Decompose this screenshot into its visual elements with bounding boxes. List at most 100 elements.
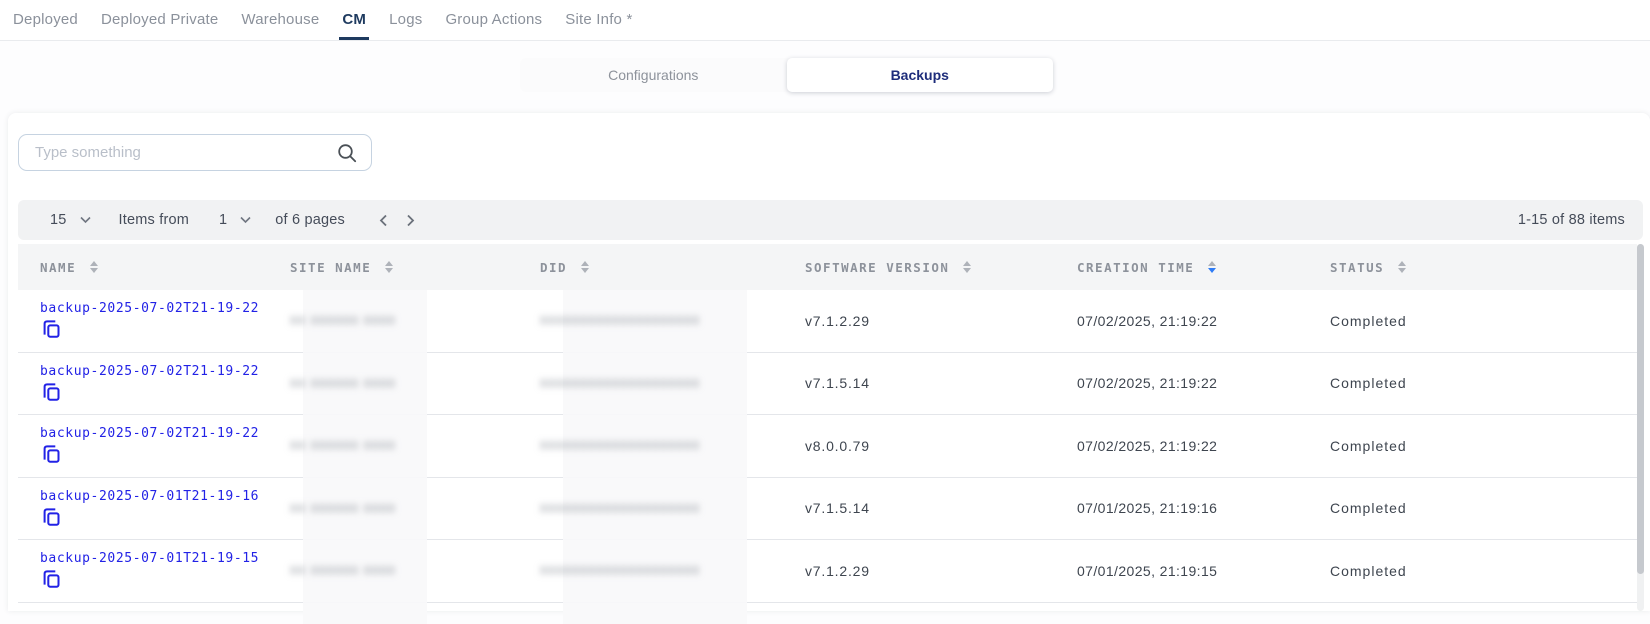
status-cell: Completed (1308, 375, 1637, 391)
column-header-did[interactable]: DID (518, 260, 783, 275)
status-cell: Completed (1308, 438, 1637, 454)
content-card: 15 Items from 1 of 6 pages 1-15 of 88 it… (8, 113, 1650, 624)
column-header-label: CREATION TIME (1077, 259, 1195, 275)
software-version: v7.1.5.14 (805, 500, 870, 517)
nav-item-logs[interactable]: Logs (389, 10, 423, 28)
column-header-software-version[interactable]: SOFTWARE VERSION (783, 260, 1055, 275)
status-text: Completed (1330, 500, 1407, 517)
name-cell: backup-2025-07-01T21-19-15 (18, 540, 268, 593)
redacted-site-name: xx xxxxxx xxxx (290, 498, 396, 515)
redacted-site-name: xx xxxxxx xxxx (290, 373, 396, 390)
creation-time: 07/02/2025, 21:19:22 (1077, 375, 1218, 392)
table-header: NAME SITE NAME DID SOFTWARE VERSION CREA… (18, 244, 1637, 290)
nav-item-site-info[interactable]: Site Info * (565, 10, 633, 28)
redacted-did: xxxxxxxxxxxxxxxxxxxx (540, 561, 700, 578)
creation-time: 07/01/2025, 21:19:16 (1077, 500, 1218, 517)
did-cell: xxxxxxxxxxxxxxxxxxxx (518, 561, 783, 580)
nav-item-group-actions[interactable]: Group Actions (445, 10, 543, 28)
subtabs: Configurations Backups (520, 58, 1053, 92)
creation-time: 07/01/2025, 21:19:15 (1077, 562, 1218, 579)
page-value: 1 (219, 212, 228, 228)
redacted-did: xxxxxxxxxxxxxxxxxxxx (540, 373, 700, 390)
table-scrollbar-track[interactable] (1637, 244, 1644, 611)
table-scrollbar-thumb[interactable] (1637, 244, 1644, 574)
creation-time: 07/02/2025, 21:19:22 (1077, 312, 1218, 329)
backup-name-link[interactable]: backup-2025-07-02T21-19-22 (40, 301, 260, 316)
software-version-cell: v7.1.2.29 (783, 563, 1055, 579)
redacted-did: xxxxxxxxxxxxxxxxxxxx (540, 436, 700, 453)
software-version-cell: v7.1.2.29 (783, 313, 1055, 329)
sort-icon (385, 261, 394, 273)
redacted-did: xxxxxxxxxxxxxxxxxxxx (540, 311, 700, 328)
software-version: v8.0.0.79 (805, 437, 870, 454)
name-cell: backup-2025-07-02T21-19-22 (18, 415, 268, 468)
redacted-site-name: xx xxxxxx xxxx (290, 561, 396, 578)
backup-name-link[interactable]: backup-2025-07-01T21-19-15 (40, 551, 260, 566)
search-icon[interactable] (336, 142, 358, 164)
creation-time-cell: 07/01/2025, 21:19:15 (1055, 563, 1308, 579)
did-cell: xxxxxxxxxxxxxxxxxxxx (518, 499, 783, 518)
software-version-cell: v7.1.5.14 (783, 375, 1055, 391)
site-name-cell: xx xxxxxx xxxx (268, 561, 518, 580)
site-name-cell: xx xxxxxx xxxx (268, 436, 518, 455)
sort-icon (1398, 261, 1407, 273)
backup-name-link[interactable]: backup-2025-07-02T21-19-22 (40, 363, 260, 379)
items-range-label: 1-15 of 88 items (1517, 212, 1625, 228)
nav-item-cm[interactable]: CM (339, 1, 370, 40)
chevron-left-icon (379, 214, 387, 226)
status-text: Completed (1330, 437, 1407, 454)
pagination-bar: 15 Items from 1 of 6 pages 1-15 of 88 it… (18, 200, 1643, 240)
table-body: backup-2025-07-02T21-19-22 xx xxxxxx xxx… (18, 290, 1637, 603)
column-header-label: STATUS (1330, 259, 1385, 275)
redacted-did: xxxxxxxxxxxxxxxxxxxx (540, 498, 700, 515)
site-name-redaction-strip (303, 290, 427, 624)
copy-icon[interactable] (40, 381, 62, 403)
copy-icon[interactable] (40, 318, 62, 340)
site-name-cell: xx xxxxxx xxxx (268, 499, 518, 518)
chevron-down-icon (240, 216, 251, 224)
backups-table: NAME SITE NAME DID SOFTWARE VERSION CREA… (18, 244, 1637, 624)
column-header-creation-time[interactable]: CREATION TIME (1055, 260, 1308, 275)
column-header-label: SITE NAME (290, 259, 372, 275)
software-version-cell: v8.0.0.79 (783, 438, 1055, 454)
site-name-cell: xx xxxxxx xxxx (268, 311, 518, 330)
creation-time: 07/02/2025, 21:19:22 (1077, 437, 1218, 454)
copy-icon[interactable] (40, 506, 62, 528)
search-input[interactable] (18, 134, 372, 171)
sort-icon (963, 261, 972, 273)
backup-name-link[interactable]: backup-2025-07-01T21-19-16 (40, 488, 260, 504)
column-header-status[interactable]: STATUS (1308, 260, 1637, 275)
redacted-site-name: xx xxxxxx xxxx (290, 311, 396, 328)
column-header-site-name[interactable]: SITE NAME (268, 260, 518, 275)
software-version: v7.1.5.14 (805, 375, 870, 392)
did-cell: xxxxxxxxxxxxxxxxxxxx (518, 311, 783, 330)
page-size-select[interactable]: 15 (50, 212, 91, 228)
column-header-label: NAME (40, 259, 77, 275)
table-row: backup-2025-07-01T21-19-16 xx xxxxxx xxx… (18, 477, 1637, 540)
did-cell: xxxxxxxxxxxxxxxxxxxx (518, 436, 783, 455)
tab-backups[interactable]: Backups (786, 58, 1053, 92)
status-cell: Completed (1308, 500, 1637, 516)
copy-icon[interactable] (40, 568, 62, 590)
site-name-cell: xx xxxxxx xxxx (268, 374, 518, 393)
creation-time-cell: 07/02/2025, 21:19:22 (1055, 313, 1308, 329)
nav-item-deployed[interactable]: Deployed (13, 10, 78, 28)
column-header-label: SOFTWARE VERSION (805, 259, 950, 275)
nav-item-warehouse[interactable]: Warehouse (241, 10, 320, 28)
name-cell: backup-2025-07-01T21-19-16 (18, 478, 268, 531)
chevron-right-icon (407, 214, 415, 226)
prev-page-button[interactable] (375, 212, 392, 229)
column-header-label: DID (540, 259, 568, 275)
nav-item-deployed-private[interactable]: Deployed Private (100, 10, 219, 28)
table-row: backup-2025-07-02T21-19-22 xx xxxxxx xxx… (18, 352, 1637, 415)
column-header-name[interactable]: NAME (18, 260, 268, 275)
sort-icon (1208, 261, 1217, 273)
redacted-site-name: xx xxxxxx xxxx (290, 436, 396, 453)
software-version: v7.1.2.29 (805, 562, 870, 579)
backup-name-link[interactable]: backup-2025-07-02T21-19-22 (40, 426, 260, 441)
tab-configurations[interactable]: Configurations (608, 67, 699, 83)
next-page-button[interactable] (402, 212, 419, 229)
name-cell: backup-2025-07-02T21-19-22 (18, 290, 268, 343)
page-select[interactable]: 1 (219, 212, 251, 228)
copy-icon[interactable] (40, 443, 62, 465)
